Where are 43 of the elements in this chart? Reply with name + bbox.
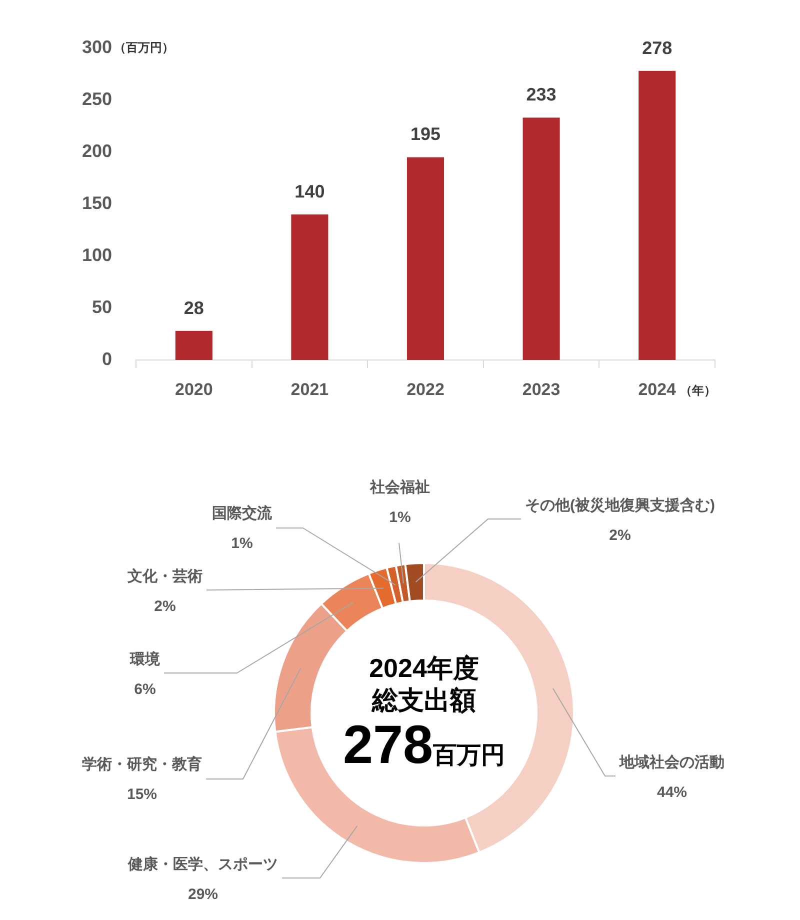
slice-label: 健康・医学、スポーツ [127,855,278,874]
slice-label: 環境 [129,650,161,668]
x-tick-label: 2022 [406,380,444,399]
y-tick-label: 200 [82,140,112,161]
data-label: 278 [642,38,672,58]
slice-label: 文化・芸術 [126,568,202,586]
x-tick-label: 2023 [522,380,560,399]
data-label: 29% [188,886,218,904]
x-axis-title: （年） [680,383,716,398]
slice-label: 学術・研究・教育 [82,755,202,774]
data-label: 2% [154,598,176,616]
data-label: 1% [389,509,411,526]
data-label: 233 [526,84,556,105]
slice-label: その他(被災地復興支援含む) [525,497,715,514]
y-tick-label: 250 [82,88,112,109]
x-tick-label: 2020 [174,380,213,399]
y-tick-label: 300 [82,36,112,57]
bar [291,214,328,360]
x-tick-label: 2024 [638,380,677,399]
data-label: 28 [184,298,204,318]
text: 278百万円 [342,715,506,775]
text: 2024年度 [369,653,479,683]
slice-label: 社会福祉 [369,479,430,496]
bar [406,157,444,360]
data-label: 2% [609,527,631,544]
data-label: 44% [656,784,688,802]
y-tick-label: 50 [92,296,112,317]
y-tick-label: 100 [82,244,112,265]
data-label: 140 [294,181,325,202]
bar [638,70,676,360]
bar [175,330,212,360]
data-label: 195 [410,124,441,144]
slice-label: 地域社会の活動 [618,754,724,772]
bar [522,118,560,360]
text: 総支出額 [371,685,476,715]
x-tick-label: 2021 [290,380,329,399]
y-tick-label: 150 [82,192,112,213]
y-axis-title: （百万円） [114,40,174,54]
slice-label: 国際交流 [212,504,273,522]
data-label: 15% [126,786,158,804]
data-label: 6% [134,681,156,698]
y-tick-label: 0 [102,348,112,369]
data-label: 1% [231,535,253,552]
